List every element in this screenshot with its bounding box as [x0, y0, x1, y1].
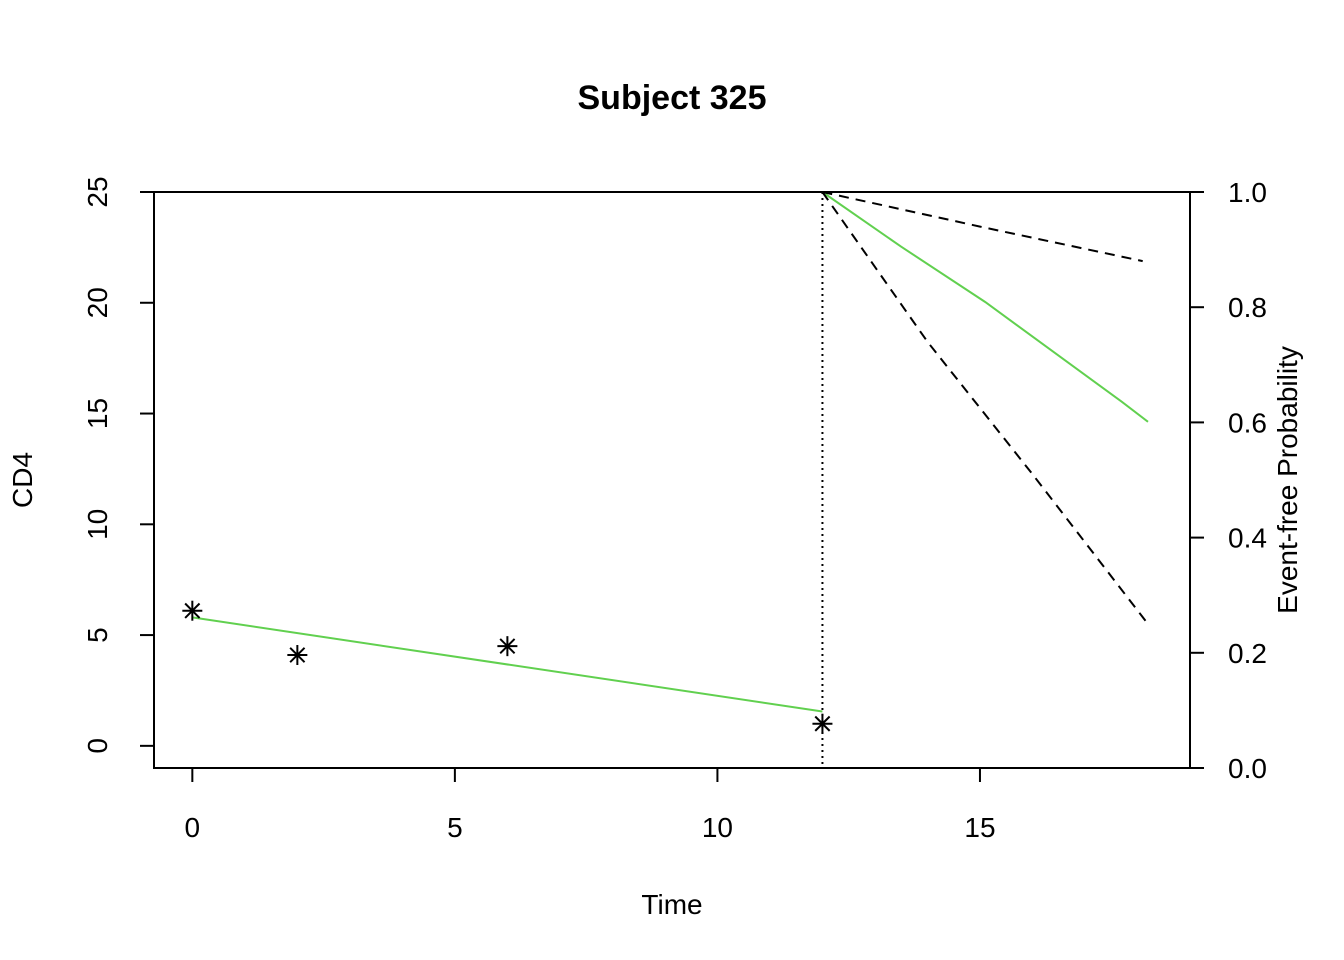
y2-tick-label: 1.0 — [1228, 177, 1267, 208]
observed-point — [497, 636, 518, 657]
survival-lower-band — [821, 191, 1149, 625]
survival-line — [821, 191, 1149, 423]
survival-upper-band — [822, 191, 1143, 263]
asterisk-stroke — [499, 638, 516, 655]
y-tick-label: 5 — [82, 627, 113, 643]
asterisk-stroke — [184, 602, 201, 619]
x-axis-label: Time — [641, 889, 702, 920]
y2-tick-label: 0.2 — [1228, 638, 1267, 669]
y-tick-label: 0 — [82, 738, 113, 754]
observed-point — [812, 713, 833, 734]
x-tick-label: 0 — [185, 812, 201, 843]
plot-marks: 0 5 10 15 0 5 10 15 20 25 0.0 0.2 0.4 0.6 0.8 1.0 — [82, 176, 1267, 843]
plot-frame — [153, 191, 1191, 769]
observed-point — [182, 600, 203, 621]
y-tick-label: 15 — [82, 398, 113, 429]
y2-axis-label: Event-free Probability — [1272, 346, 1303, 614]
y-tick-label: 25 — [82, 176, 113, 207]
observed-point — [287, 645, 308, 666]
asterisk-stroke — [814, 715, 831, 732]
y2-tick-label: 0.4 — [1228, 523, 1267, 554]
asterisk-stroke — [289, 647, 306, 663]
y2-tick-label: 0.6 — [1228, 407, 1267, 438]
x-tick-label: 5 — [447, 812, 463, 843]
y-tick-label: 20 — [82, 287, 113, 318]
fitted-trajectory-line — [192, 616, 823, 713]
y-axis-label: CD4 — [7, 452, 38, 508]
y2-tick-label: 0.8 — [1228, 292, 1267, 323]
y-tick-label: 10 — [82, 509, 113, 540]
y2-tick-label: 0.0 — [1228, 753, 1267, 784]
x-tick-label: 15 — [964, 812, 995, 843]
x-tick-label: 10 — [702, 812, 733, 843]
chart-title: Subject 325 — [578, 79, 767, 117]
